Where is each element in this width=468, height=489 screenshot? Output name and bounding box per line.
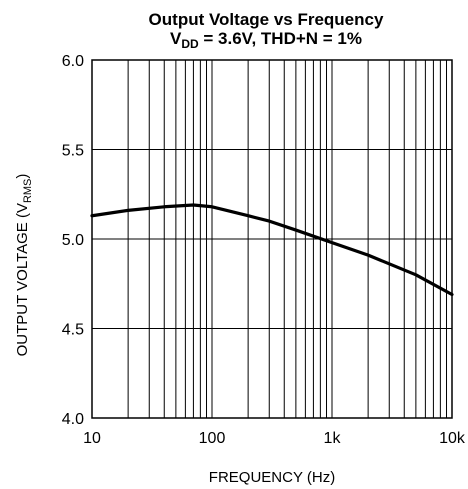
- x-tick-label: 10k: [439, 430, 466, 447]
- title-rest: = 3.6V, THD+N = 1%: [199, 29, 362, 48]
- series-layer: [90, 203, 454, 297]
- title-vdd-sub: DD: [181, 37, 199, 51]
- x-tick-label: 100: [199, 430, 226, 447]
- y-tick-labels: 4.0 4.5 5.0 5.5 6.0: [62, 53, 84, 428]
- y-axis-label-main: OUTPUT VOLTAGE (V: [14, 203, 31, 356]
- y-tick-label: 5.5: [62, 143, 84, 160]
- plot-border: [91, 59, 453, 419]
- x-axis-label: FREQUENCY (Hz): [209, 469, 335, 486]
- y-tick-label: 4.0: [62, 411, 84, 428]
- chart-title-line2: VDD = 3.6V, THD+N = 1%: [170, 29, 362, 51]
- grid: [92, 60, 452, 418]
- chart-title-line1: Output Voltage vs Frequency: [149, 10, 384, 29]
- y-axis-label-close: ): [14, 174, 31, 179]
- y-axis-label: OUTPUT VOLTAGE (VRMS): [14, 174, 34, 357]
- y-tick-label: 4.5: [62, 322, 84, 339]
- y-axis-label-sub: RMS: [22, 179, 34, 203]
- x-tick-labels: 10 100 1k 10k: [83, 430, 466, 447]
- title-vdd-v: V: [170, 29, 182, 48]
- series-line-0: [90, 203, 454, 297]
- x-tick-label: 1k: [324, 430, 342, 447]
- plot-frame: [91, 59, 453, 419]
- y-tick-label: 5.0: [62, 232, 84, 249]
- y-tick-label: 6.0: [62, 53, 84, 70]
- x-tick-label: 10: [83, 430, 101, 447]
